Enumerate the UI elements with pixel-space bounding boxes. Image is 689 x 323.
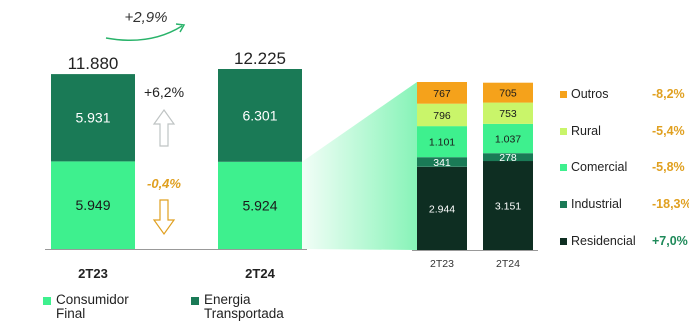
segment-value-label: 2.944 (429, 203, 455, 215)
segment-value-label: 3.151 (495, 201, 521, 213)
segment-value-label: 796 (433, 110, 451, 122)
segment-value-label: 341 (433, 157, 451, 169)
legend-energia-transportada: Energia Transportada (191, 293, 284, 321)
change-residencial: +7,0% (652, 234, 688, 248)
change-industrial: -18,3% (652, 197, 689, 211)
legend-consumidor-final: Consumidor Final (43, 293, 129, 321)
category-label: 2T23 (430, 258, 454, 270)
legend-rural: Rural (560, 123, 601, 139)
segment-2T24-outros (483, 82, 533, 103)
segment-value-label: 705 (499, 88, 517, 100)
legend-line: Energia (204, 292, 251, 307)
segment-2T23-residencial (417, 166, 467, 250)
legend-label-consumidor-final: Consumidor Final (56, 293, 129, 321)
segment-2T24-residencial (483, 161, 533, 250)
segment-2T23-industrial (417, 157, 467, 167)
legend-label-industrial: Industrial (571, 197, 622, 211)
segment-2T23-outros (417, 82, 467, 104)
segment-value-label: 753 (499, 108, 517, 120)
legend-swatch-rural (560, 127, 567, 135)
growth-label: +2,9% (125, 9, 168, 26)
legend-residencial: Residencial (560, 233, 636, 249)
legend-swatch-consumidor-final (43, 297, 51, 305)
legend-label-rural: Rural (571, 124, 601, 138)
bar-value-label: 6.301 (242, 107, 277, 123)
bar-value-label: 5.949 (75, 197, 110, 213)
growth-arrow-curve (105, 25, 183, 41)
bar-segment-2T23-0 (51, 161, 135, 249)
legend-comercial: Comercial (560, 159, 627, 175)
bar-total-label: 11.880 (68, 54, 119, 73)
final-growth-label: -0,4% (147, 176, 181, 191)
bar-segment-2T24-1 (218, 69, 302, 162)
category-label: 2T24 (245, 266, 275, 281)
legend-line: Transportada (204, 306, 284, 321)
legend-label-residencial: Residencial (571, 234, 636, 248)
funnel-shape (302, 82, 417, 250)
segment-2T24-comercial (483, 123, 533, 154)
legend-label-energia-transportada: Energia Transportada (204, 293, 284, 321)
legend-outros: Outros (560, 86, 609, 102)
bar-value-label: 5.931 (75, 110, 110, 126)
segment-2T23-rural (417, 103, 467, 127)
bar-total-label: 12.225 (234, 49, 286, 68)
category-label: 2T24 (496, 258, 520, 270)
segment-value-label: 767 (433, 88, 451, 100)
legend-line: Consumidor (56, 292, 129, 307)
bar-value-label: 5.924 (242, 197, 277, 213)
legend-swatch-residencial (560, 237, 567, 245)
legend-swatch-comercial (560, 163, 567, 171)
down-arrow-icon (152, 199, 176, 236)
legend-industrial: Industrial (560, 196, 622, 212)
legend-swatch-outros (560, 90, 567, 98)
change-rural: -5,4% (652, 124, 685, 138)
up-arrow-icon (152, 108, 176, 147)
change-comercial: -5,8% (652, 160, 685, 174)
bar-segment-2T24-0 (218, 161, 302, 249)
segment-value-label: 278 (499, 152, 517, 164)
segment-value-label: 1.101 (429, 137, 455, 149)
legend-label-outros: Outros (571, 87, 609, 101)
segment-2T24-industrial (483, 153, 533, 162)
bar-segment-2T23-1 (51, 74, 135, 162)
segment-value-label: 1.037 (495, 134, 521, 146)
segment-2T23-comercial (417, 126, 467, 158)
legend-line: Final (56, 306, 86, 321)
legend-label-comercial: Comercial (571, 160, 628, 174)
legend-swatch-industrial (560, 200, 567, 208)
growth-arrow-head (175, 23, 186, 33)
change-outros: -8,2% (652, 87, 685, 101)
legend-swatch-energia-transportada (191, 297, 199, 305)
transported-growth-label: +6,2% (144, 84, 184, 100)
category-label: 2T23 (78, 266, 108, 281)
segment-2T24-rural (483, 102, 533, 124)
